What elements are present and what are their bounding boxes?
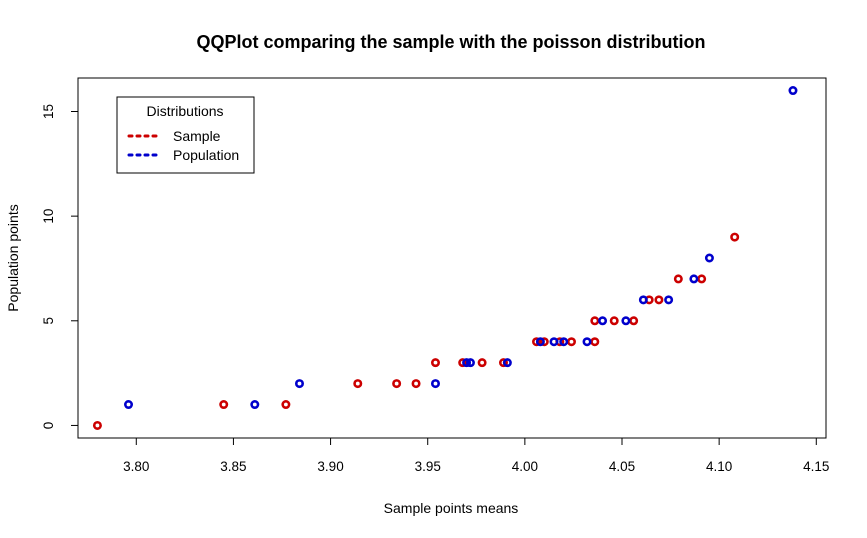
x-tick-label: 3.85 — [220, 459, 246, 474]
x-tick-label: 3.80 — [123, 459, 149, 474]
sample-point — [566, 337, 576, 347]
population-point — [430, 379, 440, 389]
legend-title: Distributions — [146, 103, 223, 119]
sample-point — [498, 358, 508, 368]
population-point — [462, 358, 472, 368]
sample-point — [673, 274, 683, 284]
x-tick-label: 4.00 — [512, 459, 538, 474]
y-tick-label: 0 — [41, 422, 56, 430]
sample-point — [477, 358, 487, 368]
population-point — [294, 379, 304, 389]
population-point — [582, 337, 592, 347]
sample-point — [539, 337, 549, 347]
population-point — [535, 337, 545, 347]
population-point — [638, 295, 648, 305]
y-axis: 0 5 10 15 — [41, 104, 79, 430]
sample-point — [219, 400, 229, 410]
chart-title: QQPlot comparing the sample with the poi… — [196, 32, 705, 52]
y-tick-label: 15 — [41, 104, 56, 119]
sample-point — [654, 295, 664, 305]
series-sample — [92, 232, 740, 430]
sample-point — [532, 337, 542, 347]
y-axis-label: Population points — [5, 204, 21, 311]
sample-point — [430, 358, 440, 368]
population-point — [559, 337, 569, 347]
population-point — [502, 358, 512, 368]
x-tick-label: 4.15 — [803, 459, 829, 474]
population-point — [664, 295, 674, 305]
sample-point — [92, 420, 102, 430]
population-point — [689, 274, 699, 284]
y-tick-label: 5 — [41, 317, 56, 325]
population-point — [124, 400, 134, 410]
x-tick-label: 3.90 — [317, 459, 343, 474]
population-point — [704, 253, 714, 263]
population-point — [250, 400, 260, 410]
sample-point — [411, 379, 421, 389]
x-axis-label: Sample points means — [384, 500, 519, 516]
sample-point — [281, 400, 291, 410]
x-tick-label: 4.10 — [706, 459, 732, 474]
x-tick-label: 3.95 — [415, 459, 441, 474]
sample-point — [609, 316, 619, 326]
population-point — [788, 86, 798, 96]
population-point — [621, 316, 631, 326]
sample-point — [458, 358, 468, 368]
x-axis: 3.80 3.85 3.90 3.95 4.00 4.05 4.10 4.15 — [123, 437, 829, 474]
population-point — [598, 316, 608, 326]
legend-population-label: Population — [173, 147, 239, 163]
legend: Distributions Sample Population — [116, 96, 255, 174]
y-tick-label: 10 — [41, 209, 56, 224]
sample-point — [392, 379, 402, 389]
sample-point — [590, 337, 600, 347]
data-points — [92, 86, 798, 430]
sample-point — [353, 379, 363, 389]
population-point — [465, 358, 475, 368]
population-point — [549, 337, 559, 347]
sample-point — [697, 274, 707, 284]
legend-sample-label: Sample — [173, 128, 221, 144]
sample-point — [629, 316, 639, 326]
sample-point — [590, 316, 600, 326]
series-population — [124, 86, 798, 410]
x-tick-label: 4.05 — [609, 459, 635, 474]
sample-point — [730, 232, 740, 242]
